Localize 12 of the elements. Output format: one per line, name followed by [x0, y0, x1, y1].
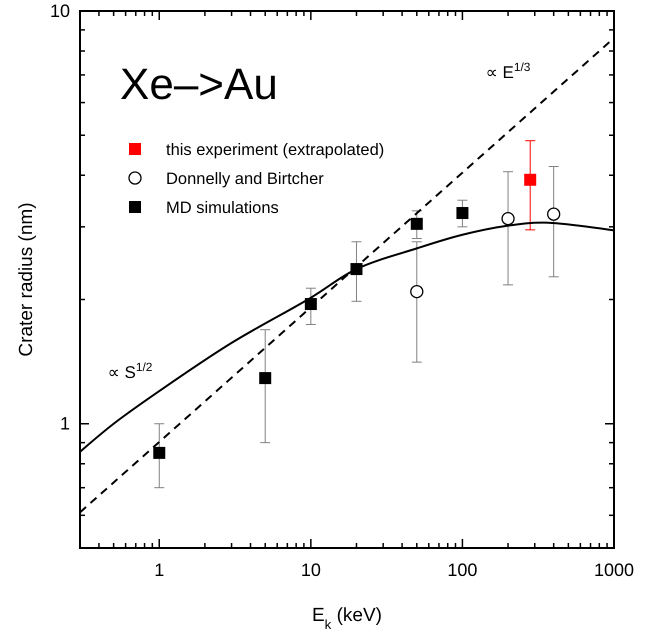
y-axis-title: Crater radius (nm) [16, 202, 37, 357]
legend-label: this experiment (extrapolated) [166, 141, 384, 159]
x-tick-label: 100 [447, 560, 478, 580]
annotation: Xe–>Au [120, 60, 278, 109]
x-tick-label: 1000 [594, 560, 634, 580]
annotation: ∝ E$^{1/3}$ [486, 60, 531, 82]
x-tick-label: 10 [300, 560, 321, 580]
legend-label: Donnelly and Birtcher [166, 170, 324, 188]
x-tick-label: 1 [154, 560, 164, 580]
annotation: ∝ S$^{1/2}$ [108, 360, 153, 382]
legend-label: MD simulations [166, 199, 279, 217]
x-axis-title: E$_{k}$ (keV) [312, 605, 382, 632]
